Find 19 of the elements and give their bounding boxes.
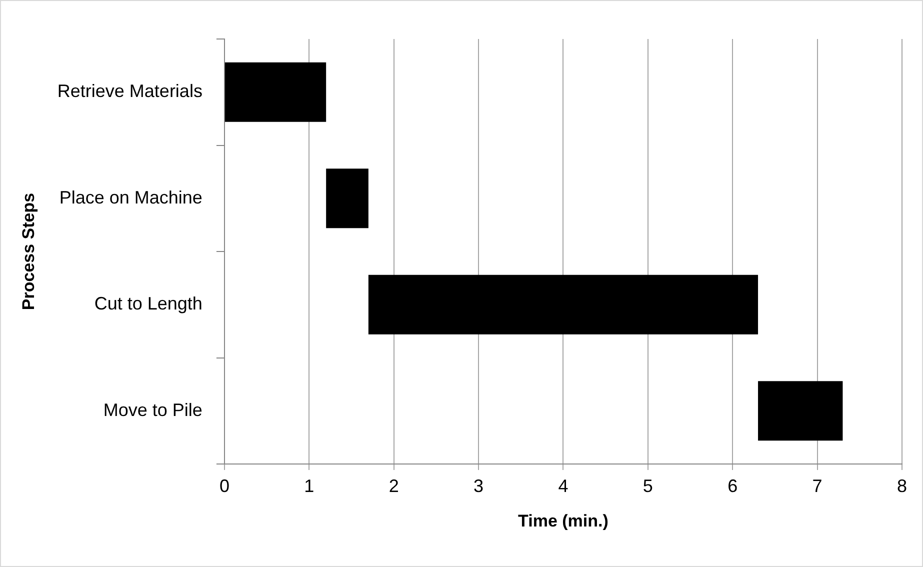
x-tick-label: 2 [388, 476, 399, 496]
x-tick-label: 5 [642, 476, 653, 496]
x-tick-label: 4 [558, 476, 568, 496]
x-tick-label: 7 [812, 476, 822, 496]
x-tick-label: 8 [896, 476, 908, 496]
y-tick-label: Move to Pile [103, 400, 202, 420]
y-tick-label: Retrieve Materials [57, 81, 202, 102]
x-tick-label: 3 [474, 476, 484, 496]
y-tick-label: Place on Machine [59, 187, 202, 208]
x-axis-title: Time (min.) [518, 511, 608, 530]
bar [326, 168, 368, 228]
x-tick-label: 1 [304, 476, 314, 496]
x-tick-label: 6 [728, 476, 738, 496]
y-tick-label: Cut to Length [94, 294, 202, 314]
y-axis-title: Process Steps [18, 192, 38, 310]
bar [758, 381, 843, 441]
bar [368, 274, 758, 334]
bar [224, 62, 326, 122]
x-tick-label: 0 [219, 476, 230, 496]
